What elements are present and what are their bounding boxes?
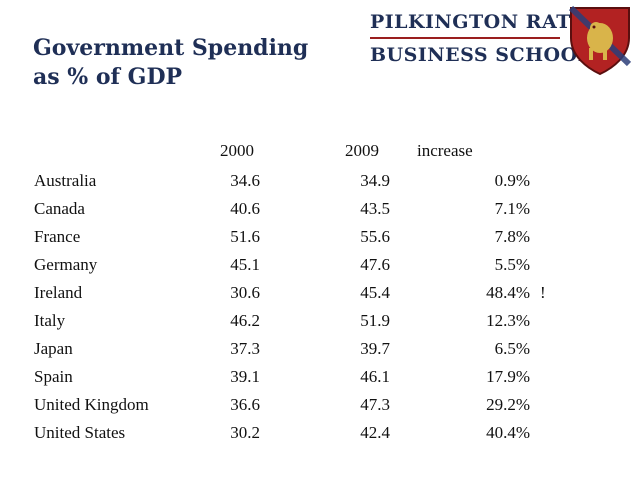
logo-divider [370, 37, 560, 39]
note-mark: ! [540, 283, 546, 302]
value-2009-cell: 39.7 [360, 339, 390, 358]
value-2000-cell: 34.6 [230, 171, 260, 190]
title-line-1: Government Spending [33, 35, 309, 61]
increase-cell: 5.5% [494, 255, 530, 274]
increase-cell: 17.9% [486, 367, 530, 386]
value-2000-cell: 37.3 [230, 339, 260, 358]
page-title: Government Spending as % of GDP [33, 34, 308, 92]
shield-crest-icon [568, 5, 632, 76]
value-2009-cell: 47.6 [360, 255, 390, 274]
increase-cell: 48.4% [486, 283, 530, 302]
value-2009-cell: 45.4 [360, 283, 390, 302]
value-2000-cell: 39.1 [230, 367, 260, 386]
header-increase: increase [417, 141, 473, 160]
value-2000-cell: 30.6 [230, 283, 260, 302]
value-2009-cell: 43.5 [360, 199, 390, 218]
value-2000-cell: 30.2 [230, 423, 260, 442]
value-2000-cell: 40.6 [230, 199, 260, 218]
value-2009-cell: 55.6 [360, 227, 390, 246]
value-2009-cell: 42.4 [360, 423, 390, 442]
increase-cell: 40.4% [486, 423, 530, 442]
header-2000: 2000 [220, 141, 254, 160]
country-cell: Italy [34, 311, 66, 330]
increase-cell: 12.3% [486, 311, 530, 330]
school-logo-text: PILKINGTON RATIU BUSINESS SCHOOL [370, 10, 598, 67]
increase-cell: 0.9% [494, 171, 530, 190]
title-line-2: as % of GDP [33, 64, 183, 90]
value-2009-cell: 51.9 [360, 311, 390, 330]
header-2009: 2009 [345, 141, 379, 160]
value-2009-cell: 47.3 [360, 395, 390, 414]
country-cell: Canada [34, 199, 85, 218]
value-2009-cell: 46.1 [360, 367, 390, 386]
country-cell: United States [34, 423, 126, 442]
country-cell: France [34, 227, 81, 246]
increase-cell: 7.8% [494, 227, 530, 246]
country-cell: Spain [34, 367, 73, 386]
country-cell: Australia [34, 171, 97, 190]
country-cell: Ireland [34, 283, 83, 302]
country-cell: United Kingdom [34, 395, 149, 414]
increase-cell: 6.5% [494, 339, 530, 358]
increase-cell: 7.1% [494, 199, 530, 218]
value-2009-cell: 34.9 [360, 171, 390, 190]
country-cell: Japan [34, 339, 73, 358]
logo-line-2: BUSINESS SCHOOL [370, 44, 592, 66]
value-2000-cell: 51.6 [230, 227, 260, 246]
value-2000-cell: 46.2 [230, 311, 260, 330]
logo-line-1: PILKINGTON RATIU [370, 11, 598, 33]
increase-cell: 29.2% [486, 395, 530, 414]
value-2000-cell: 36.6 [230, 395, 260, 414]
country-cell: Germany [34, 255, 98, 274]
value-2000-cell: 45.1 [230, 255, 260, 274]
